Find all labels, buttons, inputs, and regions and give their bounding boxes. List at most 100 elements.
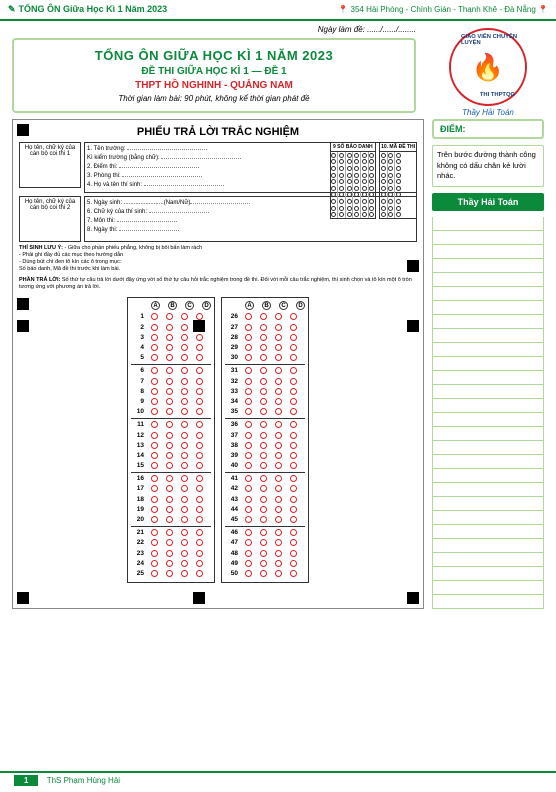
answer-bubble[interactable] [181,516,188,523]
id-bubble[interactable] [331,212,336,217]
answer-bubble[interactable] [290,560,297,567]
answer-bubble[interactable] [260,475,267,482]
answer-bubble[interactable] [196,506,203,513]
id-bubble[interactable] [339,199,344,204]
answer-bubble[interactable] [245,367,252,374]
answer-bubble[interactable] [196,550,203,557]
answer-bubble[interactable] [196,529,203,536]
answer-bubble[interactable] [151,378,158,385]
id-bubble[interactable] [369,212,374,217]
answer-bubble[interactable] [260,432,267,439]
answer-bubble[interactable] [245,550,252,557]
answer-bubble[interactable] [151,560,158,567]
answer-bubble[interactable] [245,560,252,567]
answer-bubble[interactable] [151,539,158,546]
answer-bubble[interactable] [166,560,173,567]
answer-bubble[interactable] [196,560,203,567]
id-bubble[interactable] [362,199,367,204]
id-bubble[interactable] [347,192,352,197]
id-bubble[interactable] [354,199,359,204]
id-bubble[interactable] [396,199,401,204]
answer-bubble[interactable] [260,539,267,546]
answer-bubble[interactable] [245,388,252,395]
id-bubble[interactable] [388,173,393,178]
answer-bubble[interactable] [275,452,282,459]
id-bubble[interactable] [396,166,401,171]
answer-bubble[interactable] [166,516,173,523]
id-bubble[interactable] [381,192,386,197]
id-bubble[interactable] [354,179,359,184]
answer-bubble[interactable] [275,408,282,415]
id-bubble[interactable] [339,179,344,184]
answer-bubble[interactable] [166,354,173,361]
answer-bubble[interactable] [151,313,158,320]
id-bubble[interactable] [388,166,393,171]
answer-bubble[interactable] [181,452,188,459]
answer-bubble[interactable] [290,539,297,546]
id-bubble[interactable] [369,206,374,211]
answer-bubble[interactable] [275,539,282,546]
answer-bubble[interactable] [166,334,173,341]
answer-bubble[interactable] [260,378,267,385]
answer-bubble[interactable] [181,421,188,428]
answer-bubble[interactable] [245,475,252,482]
answer-bubble[interactable] [196,378,203,385]
answer-bubble[interactable] [151,388,158,395]
answer-bubble[interactable] [290,388,297,395]
id-bubble[interactable] [354,159,359,164]
id-bubble[interactable] [388,206,393,211]
answer-bubble[interactable] [166,496,173,503]
id-bubble[interactable] [362,166,367,171]
answer-bubble[interactable] [275,398,282,405]
id-bubble[interactable] [381,199,386,204]
answer-bubble[interactable] [151,408,158,415]
answer-bubble[interactable] [151,442,158,449]
id-bubble[interactable] [354,212,359,217]
answer-bubble[interactable] [166,452,173,459]
answer-bubble[interactable] [275,475,282,482]
answer-bubble[interactable] [181,344,188,351]
id-bubble[interactable] [362,159,367,164]
answer-bubble[interactable] [196,408,203,415]
answer-bubble[interactable] [166,462,173,469]
answer-bubble[interactable] [245,408,252,415]
answer-bubble[interactable] [275,506,282,513]
id-bubble[interactable] [331,186,336,191]
answer-bubble[interactable] [196,442,203,449]
answer-bubble[interactable] [166,539,173,546]
answer-bubble[interactable] [260,570,267,577]
answer-bubble[interactable] [166,506,173,513]
answer-bubble[interactable] [166,378,173,385]
answer-bubble[interactable] [166,432,173,439]
answer-bubble[interactable] [196,432,203,439]
answer-bubble[interactable] [245,539,252,546]
id-bubble[interactable] [396,159,401,164]
answer-bubble[interactable] [260,529,267,536]
answer-bubble[interactable] [166,324,173,331]
answer-bubble[interactable] [275,378,282,385]
answer-bubble[interactable] [260,462,267,469]
answer-bubble[interactable] [275,421,282,428]
answer-bubble[interactable] [275,354,282,361]
answer-bubble[interactable] [275,344,282,351]
id-bubble[interactable] [388,186,393,191]
answer-bubble[interactable] [260,408,267,415]
answer-bubble[interactable] [181,324,188,331]
answer-bubble[interactable] [151,516,158,523]
answer-bubble[interactable] [151,432,158,439]
id-bubble[interactable] [347,153,352,158]
answer-bubble[interactable] [290,475,297,482]
answer-bubble[interactable] [260,506,267,513]
id-bubble[interactable] [347,186,352,191]
id-bubble[interactable] [369,199,374,204]
answer-bubble[interactable] [260,442,267,449]
id-bubble[interactable] [381,166,386,171]
id-bubble[interactable] [354,173,359,178]
answer-bubble[interactable] [290,442,297,449]
answer-bubble[interactable] [151,529,158,536]
answer-bubble[interactable] [181,334,188,341]
answer-bubble[interactable] [260,388,267,395]
answer-bubble[interactable] [290,344,297,351]
answer-bubble[interactable] [290,367,297,374]
answer-bubble[interactable] [166,398,173,405]
